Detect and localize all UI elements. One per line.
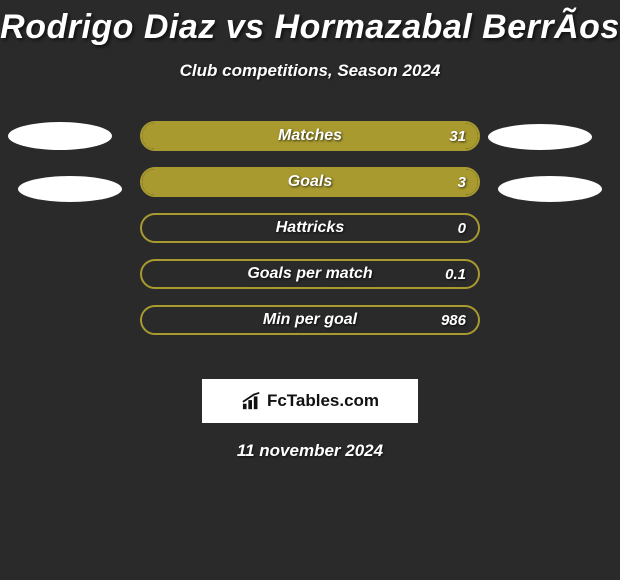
stat-row: Hattricks0 <box>140 213 480 243</box>
logo-inner: FcTables.com <box>241 391 379 411</box>
logo-box[interactable]: FcTables.com <box>202 379 418 423</box>
stat-label: Hattricks <box>142 215 478 241</box>
comparison-infographic: Rodrigo Diaz vs Hormazabal BerrÃ­os Club… <box>0 0 620 580</box>
stat-label: Goals per match <box>142 261 478 287</box>
player-right-ellipse-1 <box>488 124 592 150</box>
stat-row: Goals per match0.1 <box>140 259 480 289</box>
stat-row: Min per goal986 <box>140 305 480 335</box>
title-text: Rodrigo Diaz vs Hormazabal BerrÃ­os <box>0 8 620 46</box>
page-title: Rodrigo Diaz vs Hormazabal BerrÃ­os <box>0 0 620 47</box>
stat-label: Min per goal <box>142 307 478 333</box>
stat-value: 0 <box>458 215 466 241</box>
stat-row: Matches31 <box>140 121 480 151</box>
stat-value: 31 <box>449 123 466 149</box>
logo-text: FcTables.com <box>267 391 379 411</box>
subtitle: Club competitions, Season 2024 <box>0 61 620 81</box>
stat-row: Goals3 <box>140 167 480 197</box>
player-right-ellipse-2 <box>498 176 602 202</box>
stat-value: 986 <box>441 307 466 333</box>
stat-value: 3 <box>458 169 466 195</box>
player-left-ellipse-1 <box>8 122 112 150</box>
player-left-ellipse-2 <box>18 176 122 202</box>
stat-label: Matches <box>142 123 478 149</box>
stat-value: 0.1 <box>445 261 466 287</box>
bar-chart-icon <box>241 391 263 411</box>
stats-area: Matches31 Goals3 Hattricks0 Goals per match… <box>0 121 620 361</box>
stat-label: Goals <box>142 169 478 195</box>
stat-rows-container: Matches31 Goals3 Hattricks0 Goals per match… <box>0 121 620 335</box>
date-text: 11 november 2024 <box>0 441 620 461</box>
